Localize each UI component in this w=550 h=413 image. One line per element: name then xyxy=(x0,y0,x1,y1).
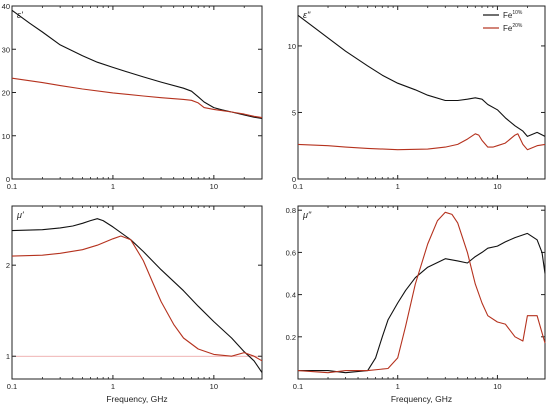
y-tick-label: 0.6 xyxy=(286,248,296,257)
series-line-fe20pct xyxy=(297,133,546,151)
legend-entry: Fe10% xyxy=(483,10,523,20)
x-tick-label: 10 xyxy=(210,382,218,391)
legend-entry: Fe20% xyxy=(483,23,523,33)
panel-label: ε' xyxy=(17,10,23,20)
legend-label: Fe20% xyxy=(503,23,523,33)
y-tick-label: 10 xyxy=(288,42,296,51)
y-tick-label: 10 xyxy=(2,132,10,141)
y-tick-label: 20 xyxy=(2,89,10,98)
plot-frame xyxy=(11,205,263,380)
x-tick-label: 0.1 xyxy=(293,382,303,391)
series-line-fe20pct xyxy=(297,211,546,374)
panel-mu_imag: 0.1 1 10 0.2 0.4 0.6 0.8 μ" Frequency, GHz xyxy=(286,205,546,404)
y-tick-label: 2 xyxy=(6,261,10,270)
series-line-fe10pct xyxy=(297,14,546,137)
panel-label: μ" xyxy=(302,210,312,220)
legend-label-superscript: 20% xyxy=(512,23,523,29)
y-tick-label: 0 xyxy=(6,175,10,184)
series-line-fe10pct xyxy=(298,232,546,374)
x-tick-label: 1 xyxy=(396,382,400,391)
plot-frame xyxy=(297,5,546,180)
series-line-fe20pct xyxy=(11,235,263,362)
x-tick-label: 0.1 xyxy=(7,382,17,391)
x-tick-label: 1 xyxy=(111,382,115,391)
legend-label-superscript: 10% xyxy=(512,10,523,16)
y-tick-label: 1 xyxy=(6,352,10,361)
legend-label-base: Fe xyxy=(503,11,513,20)
y-tick-label: 5 xyxy=(292,108,296,117)
panel-label: μ' xyxy=(16,210,24,220)
panel-mu_real: 0.1 1 10 1 2 μ' Frequency, GHz xyxy=(6,205,263,404)
x-axis-label: Frequency, GHz xyxy=(391,394,452,404)
y-tick-label: 40 xyxy=(2,2,10,11)
series-line-fe20pct xyxy=(11,77,263,119)
panel-eps_real: 0.1 1 10 0 10 20 30 40 ε' xyxy=(2,2,263,191)
x-tick-label: 0.1 xyxy=(293,182,303,191)
y-tick-label: 0.8 xyxy=(286,206,296,215)
legend-label-base: Fe xyxy=(503,24,513,33)
series-line-fe10pct xyxy=(11,218,263,373)
x-tick-label: 10 xyxy=(493,382,501,391)
plot-frame xyxy=(11,5,263,180)
x-axis-label: Frequency, GHz xyxy=(106,394,167,404)
y-tick-label: 0 xyxy=(292,175,296,184)
series-line-fe10pct xyxy=(11,9,263,120)
plot-frame xyxy=(297,205,546,380)
y-tick-label: 0.2 xyxy=(286,333,296,342)
x-tick-label: 10 xyxy=(493,182,501,191)
x-tick-label: 0.1 xyxy=(7,182,17,191)
y-tick-label: 0.4 xyxy=(286,291,296,300)
panel-label: ε" xyxy=(303,10,311,20)
x-tick-label: 10 xyxy=(210,182,218,191)
legend-label: Fe10% xyxy=(503,10,523,20)
x-tick-label: 1 xyxy=(111,182,115,191)
x-tick-label: 1 xyxy=(396,182,400,191)
y-tick-label: 30 xyxy=(2,45,10,54)
